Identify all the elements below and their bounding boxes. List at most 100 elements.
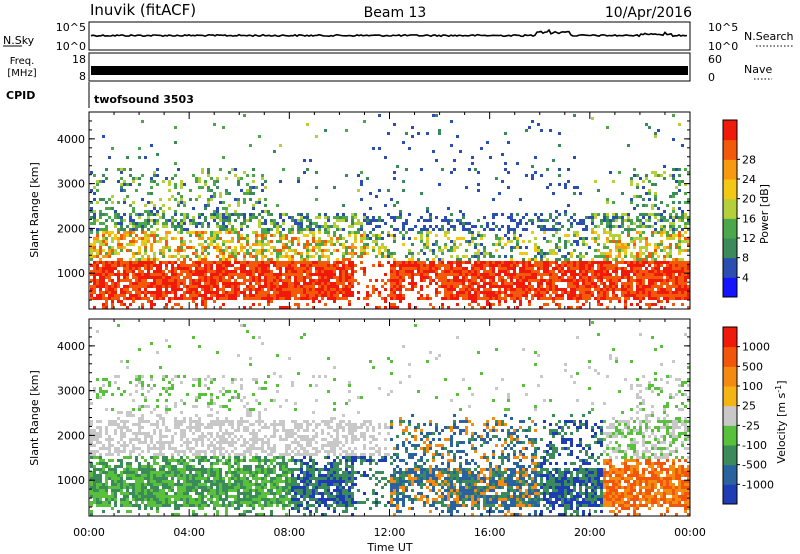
heatmap-cell [327, 297, 330, 300]
heatmap-cell [561, 225, 564, 228]
heatmap-cell [516, 246, 519, 249]
heatmap-cell [510, 279, 513, 282]
heatmap-cell [327, 255, 330, 258]
heatmap-cell [114, 267, 117, 270]
heatmap-cell [222, 255, 225, 258]
heatmap-cell [459, 258, 462, 261]
heatmap-cell [123, 303, 126, 306]
heatmap-cell [174, 249, 177, 252]
heatmap-cell [111, 282, 114, 285]
heatmap-cell [177, 204, 180, 207]
heatmap-cell [369, 279, 372, 282]
heatmap-cell [285, 282, 288, 285]
heatmap-cell [117, 441, 120, 444]
heatmap-cell [615, 294, 618, 297]
heatmap-cell [432, 279, 435, 282]
heatmap-cell [408, 273, 411, 276]
heatmap-cell [624, 276, 627, 279]
heatmap-cell [684, 237, 687, 240]
heatmap-cell [672, 114, 675, 117]
heatmap-cell [642, 204, 645, 207]
heatmap-cell [618, 276, 621, 279]
heatmap-cell [600, 291, 603, 294]
heatmap-cell [507, 261, 510, 264]
heatmap-cell [519, 270, 522, 273]
heatmap-cell [159, 483, 162, 486]
heatmap-cell [357, 231, 360, 234]
heatmap-cell [519, 267, 522, 270]
heatmap-cell [573, 276, 576, 279]
heatmap-cell [267, 261, 270, 264]
heatmap-cell [270, 273, 273, 276]
heatmap-cell [213, 240, 216, 243]
heatmap-cell [654, 252, 657, 255]
heatmap-cell [432, 270, 435, 273]
heatmap-cell [117, 201, 120, 204]
heatmap-cell [105, 270, 108, 273]
heatmap-cell [108, 234, 111, 237]
heatmap-cell [507, 273, 510, 276]
heatmap-cell [111, 249, 114, 252]
heatmap-cell [687, 288, 690, 291]
heatmap-cell [156, 240, 159, 243]
heatmap-cell [639, 246, 642, 249]
heatmap-cell [630, 219, 633, 222]
heatmap-cell [129, 468, 132, 471]
heatmap-cell [540, 267, 543, 270]
heatmap-cell [138, 498, 141, 501]
heatmap-cell [216, 267, 219, 270]
heatmap-cell [354, 213, 357, 216]
heatmap-cell [666, 282, 669, 285]
heatmap-cell [315, 261, 318, 264]
heatmap-cell [171, 177, 174, 180]
heatmap-cell [456, 237, 459, 240]
heatmap-cell [639, 258, 642, 261]
heatmap-cell [234, 246, 237, 249]
heatmap-cell [189, 234, 192, 237]
heatmap-cell [132, 486, 135, 489]
heatmap-cell [297, 297, 300, 300]
heatmap-cell [135, 486, 138, 489]
heatmap-cell [327, 228, 330, 231]
heatmap-cell [96, 201, 99, 204]
heatmap-cell [96, 483, 99, 486]
heatmap-cell [165, 225, 168, 228]
heatmap-cell [462, 291, 465, 294]
heatmap-cell [141, 270, 144, 273]
heatmap-cell [144, 297, 147, 300]
heatmap-cell [264, 237, 267, 240]
heatmap-cell [483, 282, 486, 285]
heatmap-cell [681, 273, 684, 276]
heatmap-cell [147, 213, 150, 216]
heatmap-cell [144, 264, 147, 267]
heatmap-cell [630, 264, 633, 267]
station-title: Inuvik (fitACF) [90, 1, 196, 19]
heatmap-cell [159, 207, 162, 210]
heatmap-cell [153, 171, 156, 174]
heatmap-cell [207, 222, 210, 225]
heatmap-cell [171, 276, 174, 279]
heatmap-cell [105, 486, 108, 489]
heatmap-cell [543, 288, 546, 291]
heatmap-cell [189, 264, 192, 267]
heatmap-cell [603, 285, 606, 288]
heatmap-cell [246, 270, 249, 273]
heatmap-cell [678, 264, 681, 267]
heatmap-cell [192, 270, 195, 273]
heatmap-cell [156, 183, 159, 186]
heatmap-cell [120, 438, 123, 441]
heatmap-cell [531, 222, 534, 225]
heatmap-cell [648, 276, 651, 279]
heatmap-cell [630, 255, 633, 258]
heatmap-cell [585, 261, 588, 264]
heatmap-cell [528, 300, 531, 303]
heatmap-cell [576, 267, 579, 270]
heatmap-cell [162, 498, 165, 501]
heatmap-cell [183, 264, 186, 267]
heatmap-cell [471, 267, 474, 270]
heatmap-cell [657, 264, 660, 267]
heatmap-cell [129, 456, 132, 459]
heatmap-cell [576, 279, 579, 282]
heatmap-cell [657, 285, 660, 288]
heatmap-cell [162, 213, 165, 216]
